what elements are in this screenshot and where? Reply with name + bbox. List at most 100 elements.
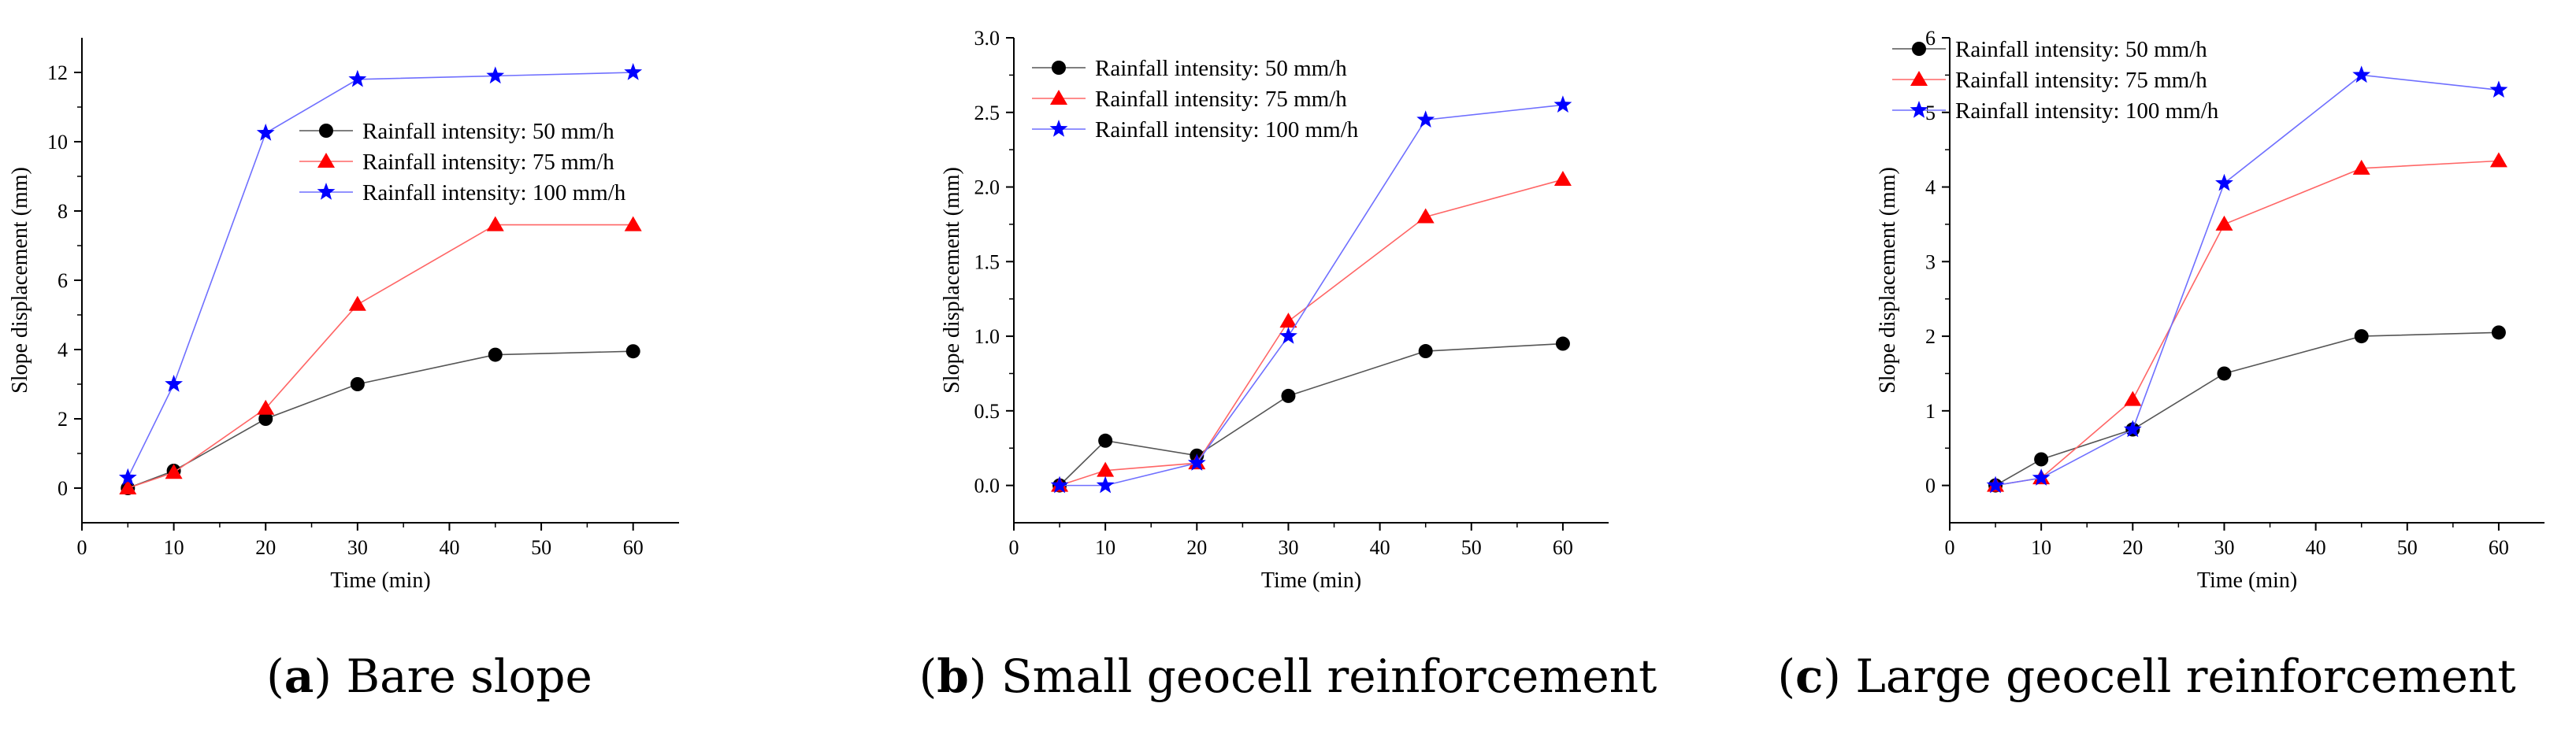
legend-label: Rainfall intensity: 50 mm/h xyxy=(362,119,614,144)
y-tick-label: 2 xyxy=(58,408,68,431)
x-tick-label: 10 xyxy=(164,536,184,559)
x-tick-label: 50 xyxy=(531,536,551,559)
axes: 0 10 20 30 40 50 60 0.0 0.5 1.0 1.5 2.0 2.5 3.0 xyxy=(974,27,1609,559)
x-axis-title: Time (min) xyxy=(330,568,430,593)
data-point xyxy=(1097,461,1115,477)
x-tick-label: 10 xyxy=(1095,536,1115,559)
caption-b: (b) Small geocell reinforcement xyxy=(919,649,1657,703)
data-point xyxy=(1555,336,1570,351)
y-axis-title: Slope displacement (mm) xyxy=(940,167,964,394)
data-point xyxy=(2215,173,2233,191)
series-3 xyxy=(1050,95,1572,494)
data-point xyxy=(1050,476,1069,494)
data-point xyxy=(486,216,504,231)
x-tick-label: 60 xyxy=(623,536,644,559)
legend-label: Rainfall intensity: 50 mm/h xyxy=(1955,37,2207,62)
y-tick-label: 6 xyxy=(1925,27,1936,50)
series-3 xyxy=(118,63,643,486)
legend-label: Rainfall intensity: 100 mm/h xyxy=(1955,98,2219,124)
axes: 0 10 20 30 40 50 60 0 2 4 6 8 10 12 xyxy=(47,38,679,559)
data-point xyxy=(486,66,505,84)
data-point xyxy=(2491,325,2506,340)
x-tick-label: 0 xyxy=(1945,536,1955,559)
x-axis-title: Time (min) xyxy=(1261,568,1361,593)
y-tick-label: 12 xyxy=(47,61,68,84)
data-point xyxy=(1187,453,1206,471)
x-tick-label: 50 xyxy=(2397,536,2418,559)
data-point xyxy=(488,347,503,362)
caption-text: Large geocell reinforcement xyxy=(1855,649,2516,703)
data-point xyxy=(348,69,367,87)
data-point xyxy=(1416,110,1435,128)
series-line xyxy=(1995,331,2499,487)
series-line xyxy=(1995,160,2499,487)
data-point xyxy=(2489,152,2507,168)
caption-label: b xyxy=(937,649,969,703)
y-tick-label: 1 xyxy=(1925,400,1936,423)
data-point xyxy=(1096,476,1115,494)
series-line xyxy=(1059,179,1564,487)
y-tick-label: 0 xyxy=(1925,475,1936,498)
x-tick-label: 0 xyxy=(77,536,87,559)
data-point xyxy=(1553,171,1572,187)
y-tick-label: 4 xyxy=(1925,176,1936,199)
data-point xyxy=(1986,476,2005,494)
x-axis-title: Time (min) xyxy=(2197,568,2297,593)
data-point xyxy=(1416,208,1435,224)
x-tick-label: 60 xyxy=(2489,536,2509,559)
data-point xyxy=(2354,329,2369,344)
series-line xyxy=(128,224,633,489)
data-point xyxy=(2124,390,2142,406)
legend-marker xyxy=(1052,61,1066,75)
data-point xyxy=(1279,313,1297,328)
series-1 xyxy=(1988,325,2506,493)
x-tick-label: 40 xyxy=(1370,536,1390,559)
y-tick-label: 4 xyxy=(58,339,68,361)
x-tick-label: 60 xyxy=(1553,536,1573,559)
chart-large-geocell: 0 10 20 30 40 50 60 0 1 2 3 4 5 6 Time (min) Slope disp… xyxy=(1876,27,2544,593)
panel-c: 0 10 20 30 40 50 60 0 1 2 3 4 5 6 Time (min) Slope disp… xyxy=(1717,0,2576,729)
y-tick-label: 5 xyxy=(1925,102,1936,124)
legend-label: Rainfall intensity: 100 mm/h xyxy=(362,180,626,205)
data-point xyxy=(1098,433,1113,448)
x-tick-label: 20 xyxy=(255,536,276,559)
data-point xyxy=(2034,452,2049,467)
data-point xyxy=(2123,420,2142,438)
y-tick-label: 1.5 xyxy=(974,250,1000,273)
legend-marker xyxy=(1049,120,1068,137)
y-axis-title: Slope displacement (mm) xyxy=(8,167,32,394)
data-point xyxy=(350,377,365,391)
caption-text: Small geocell reinforcement xyxy=(1000,649,1657,703)
series-1 xyxy=(121,344,640,495)
x-tick-label: 50 xyxy=(1461,536,1482,559)
x-tick-label: 30 xyxy=(2214,536,2234,559)
y-axis-title: Slope displacement (mm) xyxy=(1876,167,1900,394)
y-tick-label: 0.0 xyxy=(974,475,1000,498)
legend-label: Rainfall intensity: 75 mm/h xyxy=(1955,68,2207,93)
caption-text: Bare slope xyxy=(346,649,592,703)
y-tick-label: 2.0 xyxy=(974,176,1000,199)
legend-label: Rainfall intensity: 50 mm/h xyxy=(1095,56,1347,81)
data-point xyxy=(257,399,275,415)
data-point xyxy=(165,375,184,392)
caption-a: (a) Bare slope xyxy=(266,649,592,703)
x-tick-label: 20 xyxy=(2122,536,2143,559)
caption-c: (c) Large geocell reinforcement xyxy=(1777,649,2516,703)
data-point xyxy=(624,216,642,231)
legend-label: Rainfall intensity: 75 mm/h xyxy=(1095,87,1347,112)
legend-label: Rainfall intensity: 100 mm/h xyxy=(1095,117,1359,142)
y-tick-label: 3 xyxy=(1925,250,1936,273)
series-line xyxy=(1060,104,1564,487)
chart-small-geocell: 0 10 20 30 40 50 60 0.0 0.5 1.0 1.5 2.0 2.5 3.0 Time (… xyxy=(940,27,1609,593)
data-point xyxy=(258,412,273,426)
data-point xyxy=(2352,65,2371,83)
y-tick-label: 10 xyxy=(47,131,68,154)
y-tick-label: 8 xyxy=(58,200,68,223)
x-tick-label: 0 xyxy=(1009,536,1019,559)
data-point xyxy=(119,479,137,494)
data-point xyxy=(1553,95,1572,113)
legend: Rainfall intensity: 50 mm/h Rainfall inte… xyxy=(299,119,626,205)
legend-marker xyxy=(1910,101,1928,118)
series-line xyxy=(1059,342,1563,487)
